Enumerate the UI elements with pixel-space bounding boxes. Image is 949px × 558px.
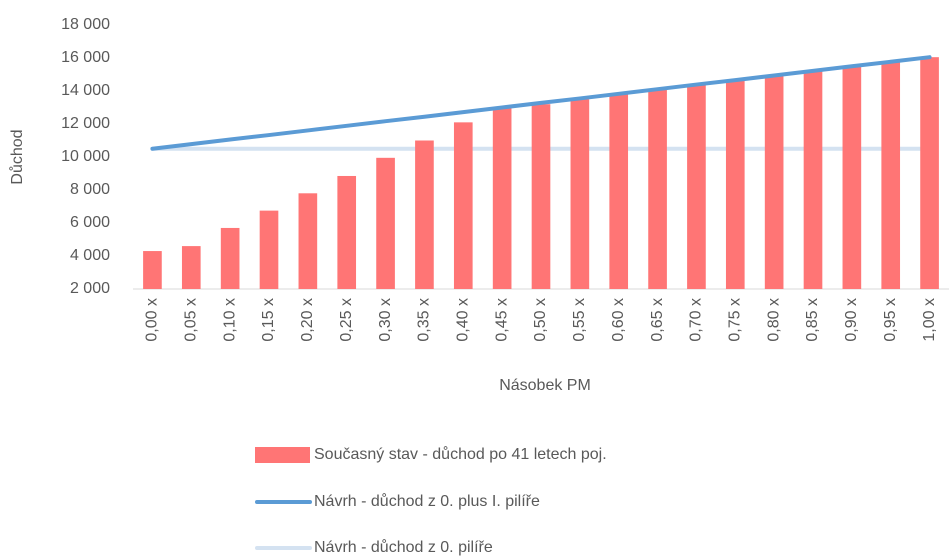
x-tick-label: 0,55 x xyxy=(571,298,588,342)
bar xyxy=(725,80,745,290)
bar xyxy=(609,94,629,289)
x-tick-label: 0,40 x xyxy=(455,298,472,342)
x-tick-label: 0,85 x xyxy=(804,298,821,342)
x-tick-label: 0,30 x xyxy=(377,298,394,342)
bar xyxy=(337,175,357,289)
x-tick-label: 0,25 x xyxy=(338,298,355,342)
y-tick-label: 10 000 xyxy=(61,148,110,165)
bar xyxy=(920,57,939,289)
legend-swatch xyxy=(255,447,310,463)
y-tick-label: 8 000 xyxy=(70,181,110,198)
x-tick-label: 0,05 x xyxy=(183,298,200,342)
x-tick-label: 0,80 x xyxy=(765,298,782,342)
y-tick-label: 4 000 xyxy=(70,247,110,264)
x-tick-label: 0,15 x xyxy=(260,298,277,342)
y-tick-label: 6 000 xyxy=(70,214,110,231)
x-tick-label: 0,75 x xyxy=(727,298,744,342)
bar xyxy=(648,89,667,289)
y-tick-label: 14 000 xyxy=(61,82,110,99)
x-tick-label: 0,10 x xyxy=(221,298,238,342)
x-tick-label: 0,35 x xyxy=(416,298,433,342)
bar xyxy=(764,76,784,290)
bar xyxy=(143,251,162,289)
x-tick-label: 0,95 x xyxy=(882,298,899,342)
x-tick-label: 0,45 x xyxy=(493,298,510,342)
x-tick-label: 0,00 x xyxy=(144,298,161,342)
x-tick-label: 0,65 x xyxy=(649,298,666,342)
bar xyxy=(298,193,318,289)
legend-label: Současný stav - důchod po 41 letech poj. xyxy=(314,445,607,463)
x-tick-label: 0,50 x xyxy=(532,298,549,342)
line xyxy=(150,55,932,151)
legend-label: Návrh - důchod z 0. pilíře xyxy=(314,538,493,556)
x-tick-label: 0,20 x xyxy=(299,298,316,342)
y-axis-label: Důchod xyxy=(8,129,26,184)
y-tick-label: 16 000 xyxy=(61,49,110,66)
bar xyxy=(492,107,512,289)
bar xyxy=(881,62,901,289)
x-tick-label: 1,00 x xyxy=(921,298,938,342)
x-tick-label: 0,90 x xyxy=(843,298,860,342)
x-tick-label: 0,60 x xyxy=(610,298,627,342)
bar xyxy=(181,246,201,289)
bar xyxy=(687,84,706,290)
y-tick-label: 18 000 xyxy=(61,16,110,33)
bar xyxy=(803,71,823,289)
bar xyxy=(220,227,240,289)
bar xyxy=(453,122,473,289)
bar xyxy=(842,66,862,289)
x-axis-label: Násobek PM xyxy=(499,377,591,394)
bar xyxy=(531,104,551,289)
bar xyxy=(570,99,590,289)
bar xyxy=(259,210,279,289)
y-tick-label: 12 000 xyxy=(61,115,110,132)
bar xyxy=(376,157,395,289)
y-tick-label: 2 000 xyxy=(70,280,110,297)
bar xyxy=(415,140,434,289)
x-tick-label: 0,70 x xyxy=(688,298,705,342)
legend-label: Návrh - důchod z 0. plus I. pilíře xyxy=(314,492,540,510)
